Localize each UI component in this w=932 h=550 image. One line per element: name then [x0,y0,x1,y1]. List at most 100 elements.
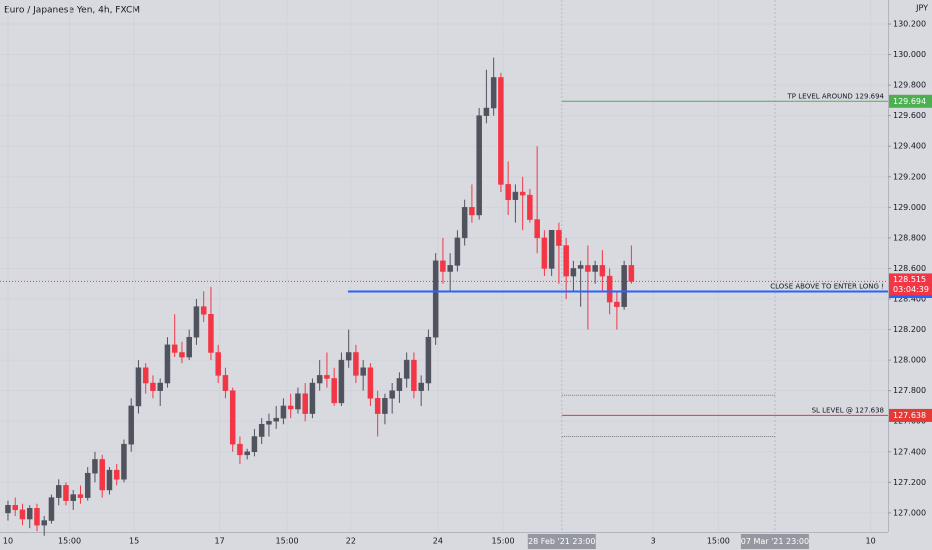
x-tick-label: 15:00 [707,537,730,546]
candle-body [70,494,76,501]
candle-body [99,459,105,491]
candle-body [302,393,308,414]
level-label: TP LEVEL AROUND 129.694 [787,92,885,100]
candle-body [229,390,236,445]
y-tick-label: 127.800 [893,386,926,395]
y-tick-label: 127.400 [893,447,926,456]
candle-body [179,352,185,358]
candle-body [411,359,417,391]
candle-body [519,191,526,196]
candle-body [121,443,127,480]
level-badge-label: 127.638 [893,411,926,420]
x-tick-label: 15:00 [276,537,299,546]
x-tick-label: 10 [3,537,13,546]
time-badge-label: 28 Feb '21 23:00 [528,537,595,546]
candle-body [171,344,178,353]
candle-body [266,420,272,425]
candle-body [215,352,221,376]
candle-body [280,405,287,419]
y-tick-label: 129.800 [893,81,926,90]
candle-body [316,375,323,384]
candle-body [432,260,439,338]
y-tick-label: 128.200 [893,325,926,334]
candle-body [498,77,504,185]
candle-body [440,260,446,272]
candle-body [5,505,11,514]
candle-body [331,378,337,404]
x-tick-label: 15:00 [58,537,81,546]
candle-body [128,405,134,445]
y-tick-label: 129.200 [893,172,926,181]
candle-body [237,443,243,456]
candle-body [142,367,149,384]
candle-body [505,184,511,200]
x-tick-label: 22 [346,537,356,546]
candle-body [273,417,279,422]
candle-body [157,382,163,391]
candle-body [92,459,98,474]
y-tick-label: 129.000 [893,203,926,212]
candle-body [353,352,359,376]
candle-body [164,344,171,384]
candle-body [77,494,84,498]
x-tick-label: 10 [866,537,876,546]
candle-body [186,336,192,358]
candle-body [200,306,207,315]
level-badge [889,408,932,422]
candle-body [512,191,519,200]
candle-body [360,367,366,376]
candle-body [222,375,229,391]
candle-body [577,265,584,269]
candle-body [287,405,294,410]
y-tick-label: 127.000 [893,508,926,517]
candle-body [476,115,482,216]
y-tick-label: 130.000 [893,50,926,59]
y-tick-label: 129.600 [893,111,926,120]
level-label: SL LEVEL @ 127.638 [812,406,884,414]
countdown-label: 03:04:39 [893,285,929,294]
candle-body [469,207,475,216]
x-tick-label: 15:00 [492,537,515,546]
candle-body [614,301,620,307]
candle-body [208,314,214,353]
candle-body [345,352,352,361]
candle-body [34,508,40,526]
candle-body [41,520,47,526]
y-tick-label: 128.800 [893,233,926,242]
candle-body [382,398,388,414]
time-badge [740,534,809,549]
level-badge-label: 129.694 [893,97,926,106]
candle-body [563,245,569,277]
candle-body [106,469,113,491]
candle-body [113,469,120,480]
candle-body [534,219,540,239]
x-tick-label: 15 [129,537,139,546]
candle-body [556,229,562,246]
candle-body [309,382,316,414]
candle-body [403,359,410,379]
candle-body [251,436,258,453]
candle-body [19,509,26,520]
candle-body [585,265,591,272]
y-tick-label: 128.400 [893,295,926,304]
candle-body [483,107,490,116]
candle-body [570,268,577,277]
candle-body [338,359,345,404]
y-tick-label: 128.600 [893,264,926,273]
time-badge [527,534,596,549]
candle-body [389,390,395,399]
level-badge [889,94,932,108]
candle-body [490,77,497,109]
candle-body [425,336,432,384]
candle-body [63,485,69,501]
candle-body [527,194,533,220]
candle-body [135,367,142,407]
candle-body [295,393,301,410]
candle-body [628,265,635,282]
candle-body [324,375,330,379]
currency-label: JPY [915,4,928,13]
candle-body [418,382,424,391]
candle-body [592,265,598,272]
candle-body [548,229,555,269]
